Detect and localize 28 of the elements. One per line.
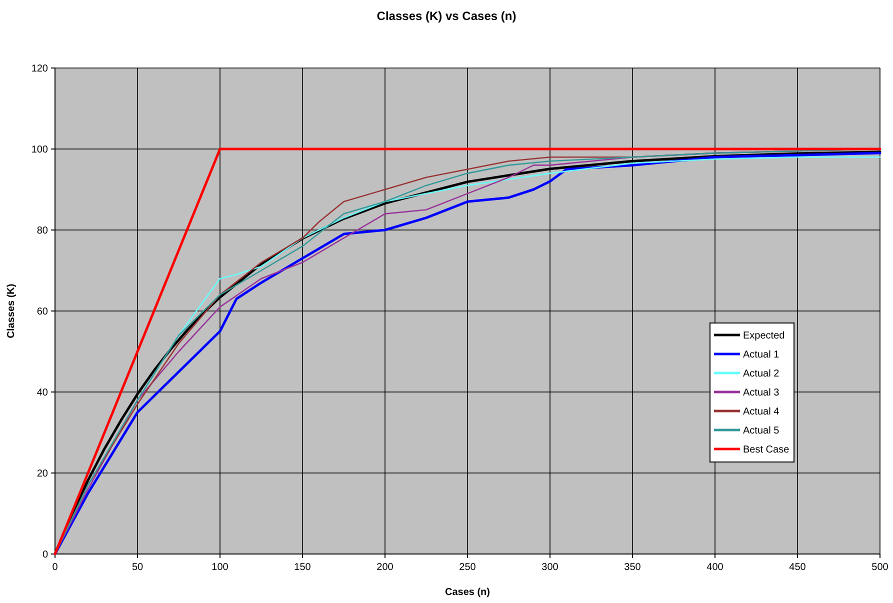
x-axis-title: Cases (n) xyxy=(444,587,490,598)
y-tick-label: 20 xyxy=(36,468,48,480)
x-tick-label: 0 xyxy=(52,562,58,573)
legend-label: Actual 5 xyxy=(743,426,780,436)
legend-label: Actual 2 xyxy=(743,368,780,380)
y-axis-title: Classes (K) xyxy=(6,284,17,338)
x-tick-label: 200 xyxy=(376,562,394,573)
legend-label: Actual 3 xyxy=(743,388,780,398)
x-tick-label: 50 xyxy=(132,562,144,573)
y-tick-label: 80 xyxy=(36,226,48,236)
y-tick-label: 120 xyxy=(31,64,48,74)
legend-label: Actual 4 xyxy=(743,406,780,418)
legend-label: Best Case xyxy=(743,444,790,456)
y-tick-label: 60 xyxy=(36,306,48,318)
x-tick-label: 100 xyxy=(212,562,229,573)
y-tick-label: 40 xyxy=(36,388,48,398)
x-tick-label: 150 xyxy=(294,562,312,573)
x-tick-label: 250 xyxy=(459,562,476,573)
x-tick-label: 300 xyxy=(542,562,559,573)
legend-label: Actual 1 xyxy=(743,350,780,360)
chart-title: Classes (K) vs Cases (n) xyxy=(376,9,516,23)
x-tick-label: 350 xyxy=(624,562,642,573)
x-tick-label: 400 xyxy=(706,562,724,573)
y-tick-label: 0 xyxy=(42,550,48,560)
x-tick-label: 450 xyxy=(789,562,806,573)
legend-label: Expected xyxy=(743,330,785,342)
x-tick-label: 500 xyxy=(872,562,889,573)
y-tick-label: 100 xyxy=(31,144,48,156)
